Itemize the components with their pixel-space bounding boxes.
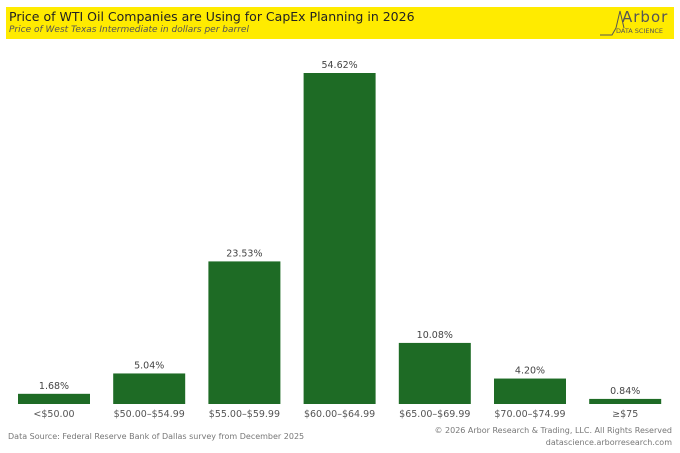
logo-peak-icon bbox=[600, 10, 625, 36]
arbor-logo: Arbor DATA SCIENCE bbox=[598, 8, 668, 38]
bar bbox=[18, 393, 90, 404]
logo-subtitle: DATA SCIENCE bbox=[616, 27, 664, 35]
x-tick-label: <$50.00 bbox=[33, 409, 74, 420]
bar bbox=[303, 73, 376, 404]
bar bbox=[398, 342, 471, 404]
data-label: 54.62% bbox=[321, 60, 357, 71]
x-tick-label: $70.00–$74.99 bbox=[494, 409, 565, 420]
bar bbox=[208, 261, 281, 404]
x-tick-label: $55.00–$59.99 bbox=[209, 409, 280, 420]
chart-subtitle: Price of West Texas Intermediate in doll… bbox=[9, 25, 249, 35]
logo-word: Arbor bbox=[622, 8, 669, 26]
chart-title: Price of WTI Oil Companies are Using for… bbox=[9, 9, 415, 24]
data-label: 23.53% bbox=[226, 248, 262, 259]
data-label: 4.20% bbox=[515, 366, 545, 377]
x-tick-label: ≥$75 bbox=[612, 409, 638, 420]
bar bbox=[113, 373, 186, 404]
bar bbox=[494, 378, 566, 404]
bar bbox=[589, 398, 662, 404]
data-label: 5.04% bbox=[134, 360, 164, 371]
x-tick-label: $65.00–$69.99 bbox=[399, 409, 470, 420]
copyright: © 2026 Arbor Research & Trading, LLC. Al… bbox=[434, 426, 672, 435]
data-label: 10.08% bbox=[417, 330, 453, 341]
x-tick-label: $50.00–$54.99 bbox=[114, 409, 185, 420]
title-banner: Price of WTI Oil Companies are Using for… bbox=[6, 7, 674, 39]
data-label: 0.84% bbox=[610, 386, 640, 397]
data-label: 1.68% bbox=[39, 381, 69, 392]
x-tick-label: $60.00–$64.99 bbox=[304, 409, 375, 420]
data-source: Data Source: Federal Reserve Bank of Dal… bbox=[8, 432, 305, 441]
website: datascience.arborresearch.com bbox=[545, 438, 672, 447]
